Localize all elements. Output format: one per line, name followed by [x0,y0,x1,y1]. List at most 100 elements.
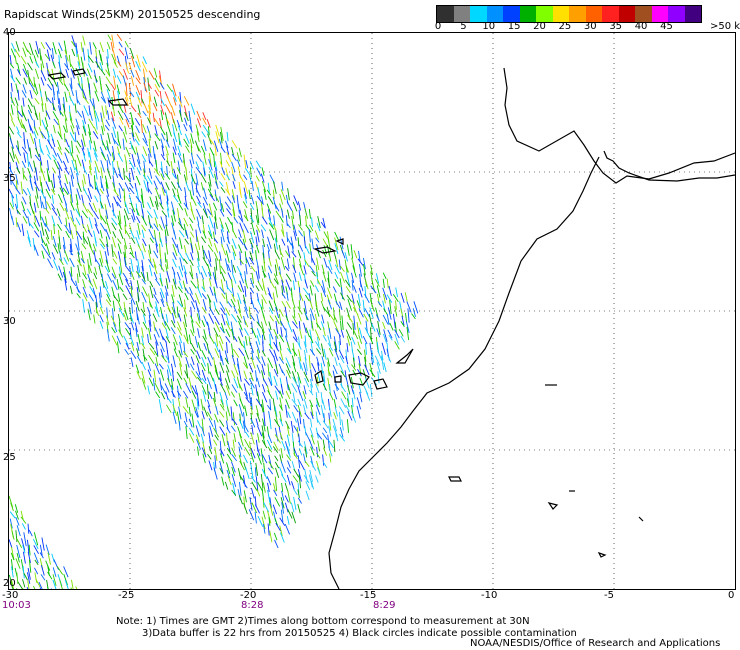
wind-barb [159,377,163,391]
wind-barb [231,293,236,302]
wind-barb [99,314,104,323]
wind-barb [394,341,400,350]
wind-barb [256,167,262,177]
wind-barb [316,417,322,426]
wind-barb [220,322,225,334]
wind-barb [34,559,39,566]
wind-barb [88,118,95,129]
wind-barb [135,84,141,96]
wind-barb [285,376,289,391]
wind-barb [142,123,147,134]
wind-barb [267,357,274,369]
wind-barb [293,468,300,478]
wind-barb [123,168,125,180]
wind-barb [62,103,66,113]
wind-barb [143,314,147,324]
wind-barb [323,231,329,239]
wind-barb [165,189,169,201]
wind-barb [297,483,300,494]
wind-barb [93,250,97,262]
wind-barb [125,278,130,288]
graticule [9,33,735,589]
wind-barb [56,82,60,94]
wind-barb [41,216,47,227]
wind-barb [92,147,98,158]
coastline-africa-west [328,156,600,590]
wind-barb [255,462,259,476]
wind-barb [15,83,19,94]
wind-barb [245,257,251,268]
wind-barb [106,146,112,157]
wind-barb [23,532,27,547]
wind-barb [177,125,182,136]
wind-barb [183,420,188,428]
wind-barb [303,265,307,275]
wind-barb [298,411,302,425]
wind-barb [143,160,146,173]
wind-barb [382,314,389,325]
wind-barb [208,173,212,187]
wind-barb [340,292,345,301]
wind-barb [165,182,170,191]
wind-barb [322,306,330,315]
wind-barb [171,284,175,297]
wind-barb [75,118,80,130]
wind-barb [161,335,167,343]
wind-barb [286,258,290,269]
wind-barb [26,153,30,167]
wind-barb [209,193,215,202]
wind-barb [161,133,166,141]
wind-barb [164,252,167,263]
wind-barb [251,481,258,491]
wind-barb [236,159,241,167]
wind-barb [231,202,236,216]
wind-barb [281,369,286,376]
wind-barb [201,369,207,381]
legend-label: 45 [660,21,673,32]
wind-barb [220,355,224,366]
wind-barb [250,314,255,321]
wind-barb [244,320,249,328]
wind-barb [129,48,135,59]
wind-barb [135,195,142,204]
wind-barb [106,110,110,120]
wind-barb [221,476,225,486]
wind-barb [303,398,308,409]
wind-barb [286,209,290,219]
wind-barb [207,259,212,267]
wind-barb [179,341,183,356]
wind-barb [152,378,156,391]
wind-barb [219,217,224,229]
wind-barb [195,355,200,364]
wind-barb [376,285,381,298]
wind-barb [26,139,30,152]
wind-barb [23,174,28,181]
wind-barb [255,370,258,382]
wind-barb [275,523,281,532]
wind-barb [28,76,34,87]
wind-barb [236,357,240,370]
wind-barb [219,467,224,475]
wind-barb [88,264,93,274]
wind-barb [177,397,181,407]
wind-barb [27,167,32,178]
wind-barb [304,461,310,467]
wind-barb [166,165,168,176]
wind-barb [111,335,118,346]
time-label-2: 8:28 [241,600,264,611]
wind-barb [35,147,40,158]
wind-barb [238,481,242,496]
wind-barb [172,278,177,290]
wind-barb [111,209,117,219]
wind-barb [137,222,141,235]
wind-barb [226,453,233,462]
wind-barb [249,287,255,294]
wind-barb [40,237,47,247]
wind-barb [255,175,260,182]
wind-barb [323,413,326,423]
wind-barb [105,105,107,115]
wind-barb [280,509,284,522]
wind-barb [327,362,330,376]
wind-barb [88,166,92,176]
wind-barb [22,544,26,554]
